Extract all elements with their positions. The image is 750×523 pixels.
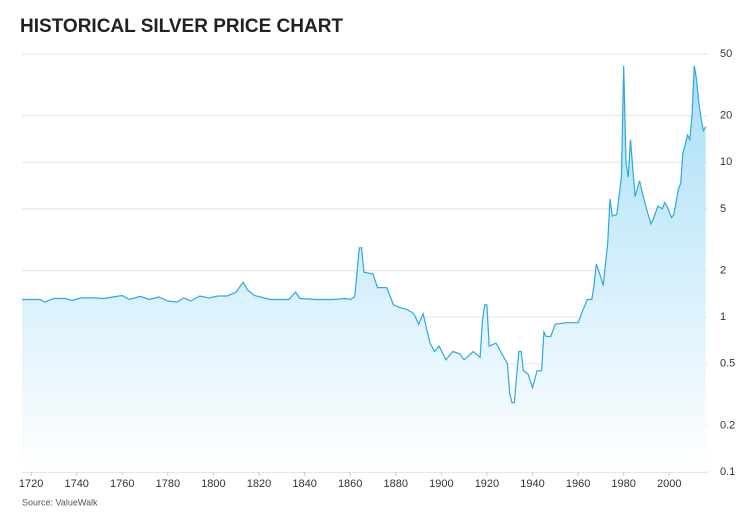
x-tick-label: 1840 xyxy=(292,478,316,490)
y-tick-label: 0.2 xyxy=(720,419,735,431)
line xyxy=(22,65,707,404)
y-tick-label: 10 xyxy=(720,156,732,168)
x-tick-label: 2000 xyxy=(657,478,681,490)
y-tick-label: 5 xyxy=(720,203,726,215)
x-tick-label: 1940 xyxy=(520,478,544,490)
x-tick-label: 1760 xyxy=(110,478,134,490)
y-tick-label: 50 xyxy=(720,48,732,60)
x-tick-label: 1740 xyxy=(64,478,88,490)
x-tick-label: 1980 xyxy=(611,478,635,490)
source: Source: ValueWalk xyxy=(22,497,98,507)
y-tick-label: 0.1 xyxy=(720,466,735,478)
x-tick-label: 1800 xyxy=(201,478,225,490)
chart-title: HISTORICAL SILVER PRICE CHART xyxy=(20,16,343,37)
y-tick-label: 0.5 xyxy=(720,358,735,370)
x-tick-label: 1780 xyxy=(156,478,180,490)
x-tick-label: 1960 xyxy=(566,478,590,490)
y-tick-label: 2 xyxy=(720,264,726,276)
x-tick-label: 1820 xyxy=(247,478,271,490)
y-tick-label: 20 xyxy=(720,110,732,122)
x-tick-label: 1920 xyxy=(475,478,499,490)
x-tick-label: 1900 xyxy=(429,478,453,490)
x-tick-label: 1880 xyxy=(384,478,408,490)
x-tick-label: 1720 xyxy=(19,478,43,490)
area-fill xyxy=(22,65,706,472)
y-tick-label: 1 xyxy=(720,311,726,323)
x-tick-label: 1860 xyxy=(338,478,362,490)
